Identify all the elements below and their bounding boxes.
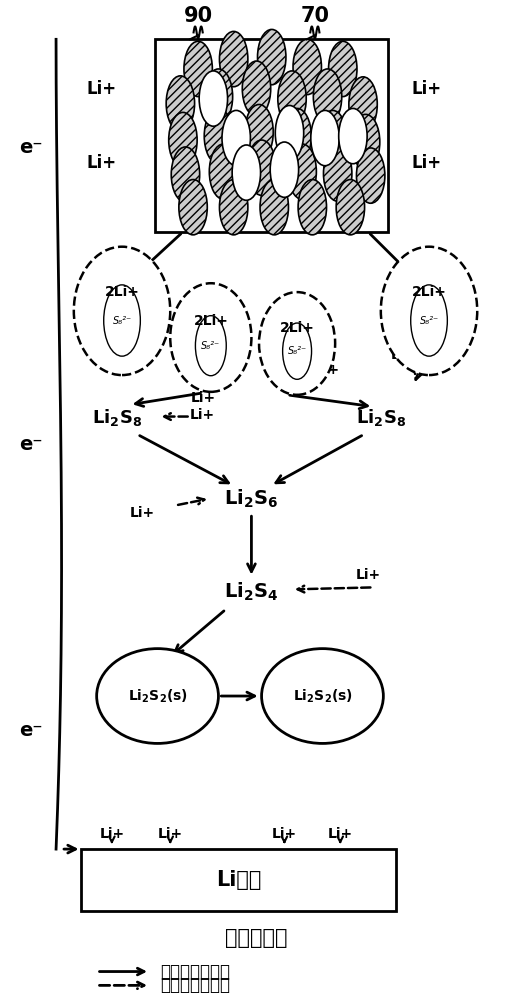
- Text: 90: 90: [184, 6, 213, 26]
- Circle shape: [195, 316, 226, 376]
- Circle shape: [298, 180, 327, 235]
- Circle shape: [104, 285, 141, 356]
- Text: Li+: Li+: [272, 827, 297, 841]
- Circle shape: [319, 110, 347, 166]
- Text: Li+: Li+: [391, 348, 416, 362]
- Circle shape: [220, 31, 248, 87]
- Text: 2Li+: 2Li+: [105, 285, 140, 299]
- Text: e⁻: e⁻: [19, 435, 43, 454]
- Circle shape: [260, 180, 288, 235]
- Text: $\mathbf{Li_2S_8}$: $\mathbf{Li_2S_8}$: [92, 407, 142, 428]
- Circle shape: [278, 71, 306, 126]
- Circle shape: [245, 104, 273, 160]
- Text: $\mathbf{Li_2S_8}$: $\mathbf{Li_2S_8}$: [356, 407, 406, 428]
- Text: S₈²⁻: S₈²⁻: [287, 346, 307, 356]
- Circle shape: [328, 41, 357, 97]
- Text: Li+: Li+: [411, 154, 442, 172]
- Text: 硫氧化反应通道: 硫氧化反应通道: [160, 963, 230, 981]
- Text: Li+: Li+: [328, 827, 353, 841]
- Bar: [155, 39, 388, 232]
- Bar: [82, 849, 396, 911]
- Circle shape: [283, 108, 311, 164]
- Text: Li+: Li+: [130, 506, 155, 520]
- Text: Li+: Li+: [191, 391, 216, 405]
- Circle shape: [351, 114, 380, 170]
- Circle shape: [258, 29, 286, 85]
- Text: S₈²⁻: S₈²⁻: [201, 341, 221, 351]
- Ellipse shape: [74, 247, 170, 375]
- Text: Li+: Li+: [87, 154, 117, 172]
- Text: e⁻: e⁻: [19, 721, 43, 740]
- Circle shape: [270, 142, 299, 197]
- Circle shape: [313, 69, 342, 124]
- Text: Li+: Li+: [100, 827, 125, 841]
- Ellipse shape: [96, 649, 219, 743]
- Circle shape: [199, 71, 228, 126]
- Circle shape: [283, 323, 311, 379]
- Text: Li+: Li+: [315, 363, 340, 377]
- Circle shape: [339, 108, 367, 164]
- Text: $\mathbf{Li_2S_6}$: $\mathbf{Li_2S_6}$: [224, 487, 279, 510]
- Circle shape: [336, 180, 365, 235]
- Text: Li金属: Li金属: [216, 870, 262, 890]
- Circle shape: [293, 39, 322, 95]
- Text: $\mathbf{Li_2S_4}$: $\mathbf{Li_2S_4}$: [224, 581, 279, 603]
- Circle shape: [357, 148, 385, 203]
- Circle shape: [204, 69, 233, 124]
- Text: S₈²⁻: S₈²⁻: [112, 316, 132, 326]
- Circle shape: [166, 76, 194, 131]
- Circle shape: [171, 147, 200, 202]
- Ellipse shape: [170, 283, 251, 392]
- Circle shape: [311, 110, 339, 166]
- Text: 锂氧化反应通道: 锂氧化反应通道: [160, 976, 230, 994]
- Text: $\mathbf{Li_2S_2(s)}$: $\mathbf{Li_2S_2(s)}$: [128, 687, 188, 705]
- Circle shape: [288, 144, 317, 199]
- Text: Li+: Li+: [87, 80, 117, 98]
- Text: $\mathbf{Li_2S_2(s)}$: $\mathbf{Li_2S_2(s)}$: [292, 687, 352, 705]
- Text: Li+: Li+: [411, 80, 442, 98]
- Circle shape: [222, 110, 250, 166]
- Text: Li+: Li+: [157, 827, 183, 841]
- Circle shape: [411, 285, 447, 356]
- Circle shape: [169, 112, 197, 168]
- Circle shape: [242, 61, 271, 116]
- Circle shape: [247, 140, 276, 195]
- Text: Li+: Li+: [190, 408, 215, 422]
- Circle shape: [209, 144, 238, 199]
- Circle shape: [179, 180, 207, 235]
- Text: 2Li+: 2Li+: [280, 321, 314, 335]
- Text: 在放电期间: 在放电期间: [225, 928, 288, 948]
- Circle shape: [324, 146, 352, 201]
- Circle shape: [220, 180, 248, 235]
- Ellipse shape: [381, 247, 477, 375]
- Ellipse shape: [259, 292, 335, 395]
- Circle shape: [232, 145, 261, 200]
- Ellipse shape: [262, 649, 383, 743]
- Text: 70: 70: [300, 6, 329, 26]
- Text: Li+: Li+: [356, 568, 381, 582]
- Circle shape: [184, 41, 212, 97]
- Circle shape: [349, 77, 377, 132]
- Text: 2Li+: 2Li+: [193, 314, 228, 328]
- Text: e⁻: e⁻: [19, 138, 43, 157]
- Text: 2Li+: 2Li+: [411, 285, 446, 299]
- Circle shape: [204, 108, 233, 164]
- Circle shape: [275, 105, 304, 161]
- Text: S₈²⁻: S₈²⁻: [420, 316, 439, 326]
